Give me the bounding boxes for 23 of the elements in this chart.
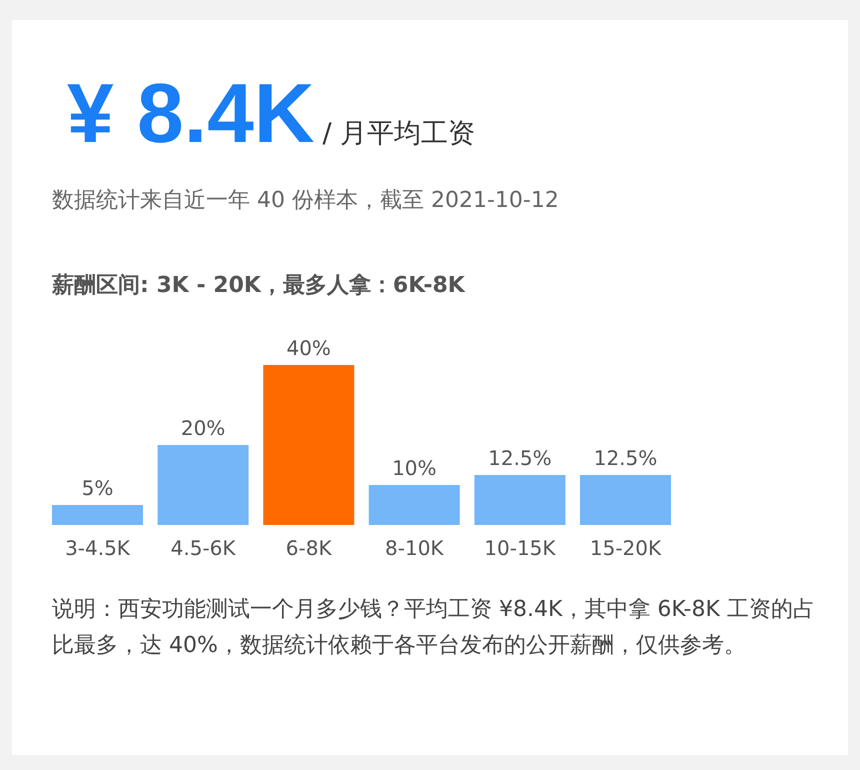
chart-title: ¥ 8.4K <box>67 66 314 160</box>
x-tick-label: 15-20K <box>590 536 662 560</box>
x-tick-label: 4.5-6K <box>170 536 236 560</box>
bar <box>158 445 249 525</box>
data-label: 10% <box>392 456 437 480</box>
data-label: 12.5% <box>594 446 658 470</box>
x-tick-label: 10-15K <box>484 536 556 560</box>
chart-subtitle: / 月平均工资 <box>322 118 476 149</box>
bar <box>368 485 460 525</box>
bar <box>263 365 354 525</box>
data-label: 12.5% <box>488 446 552 470</box>
text: 说明：西安功能测试一个月多少钱？平均工资 ¥8.4K，其中拿 6K-8K 工资的占比最多，达 40%，数据统计依赖于各平台发布的公开薪酬，仅供参考。 <box>52 596 816 660</box>
text: 数据统计来自近一年 40 份样本，截至 2021-10-12 <box>52 187 559 215</box>
data-label: 5% <box>82 476 114 500</box>
data-label: 40% <box>286 336 331 360</box>
x-tick-label: 8-10K <box>385 536 444 560</box>
x-tick-label: 6-8K <box>286 536 332 560</box>
x-tick-label: 3-4.5K <box>65 536 131 560</box>
bar <box>52 505 143 525</box>
bar <box>474 475 566 525</box>
text: 薪酬区间: 3K - 20K，最多人拿：6K-8K <box>52 272 465 300</box>
bar <box>580 475 671 525</box>
data-label: 20% <box>180 416 226 440</box>
